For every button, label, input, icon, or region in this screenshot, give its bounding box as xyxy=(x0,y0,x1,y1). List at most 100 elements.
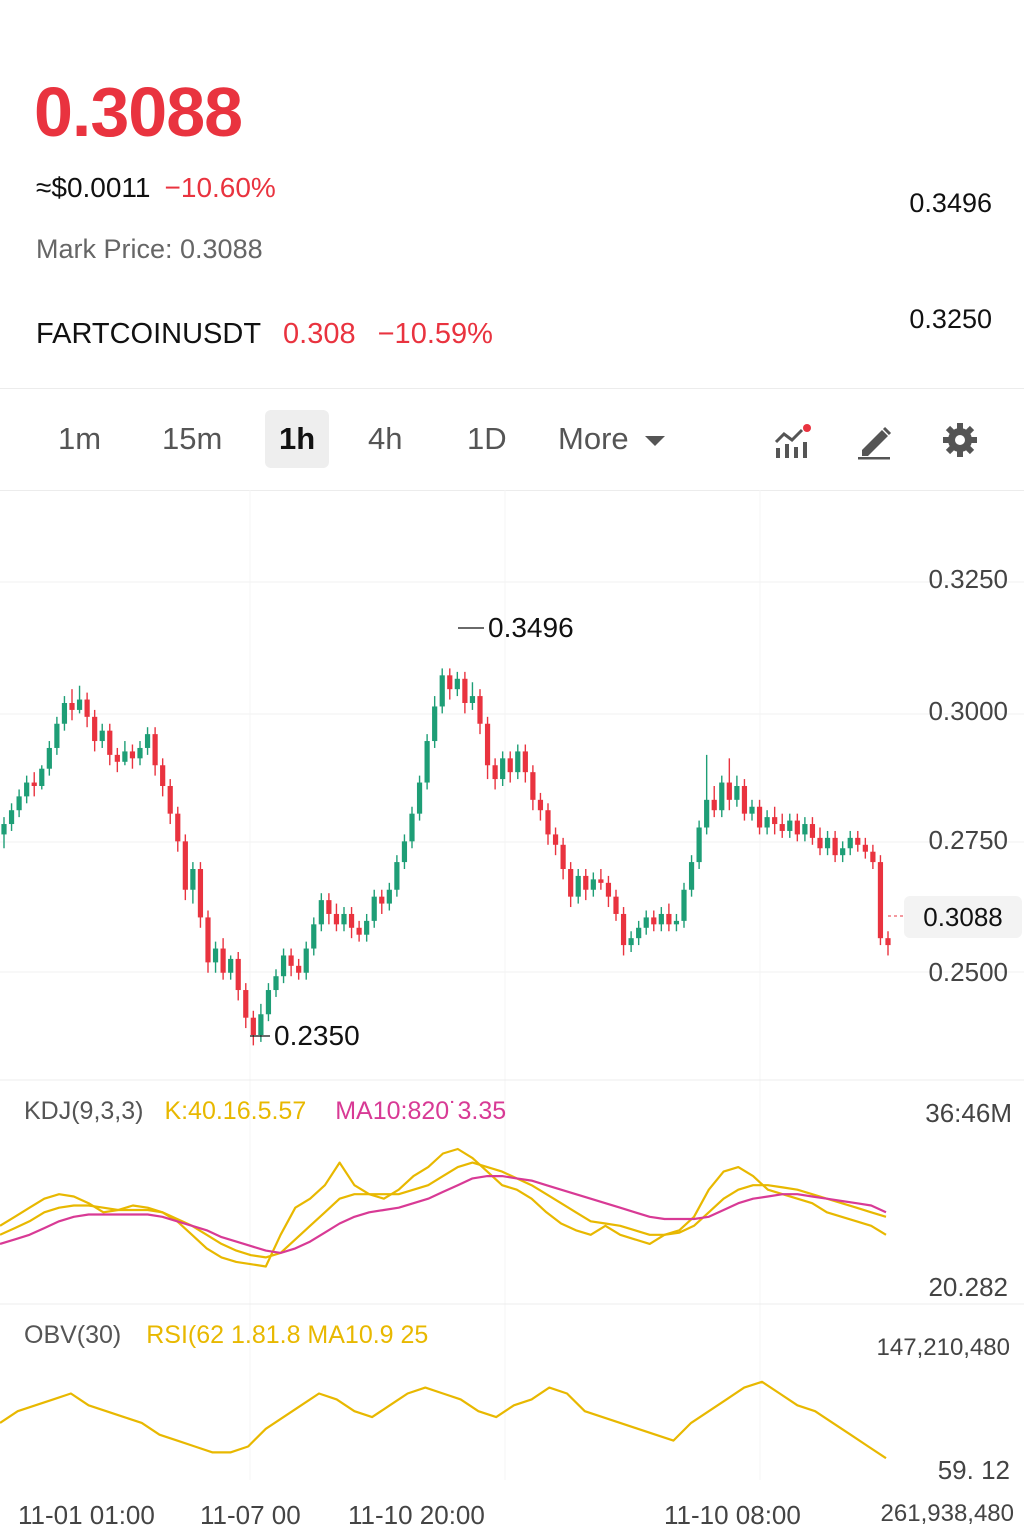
candle-body xyxy=(265,990,272,1015)
candle-body xyxy=(386,889,392,904)
candle-body xyxy=(61,703,68,724)
divider xyxy=(0,490,1024,491)
candle-body xyxy=(114,754,120,762)
kdj-ma-value: MA10:820˙3.35 xyxy=(335,1097,507,1125)
candle-body xyxy=(696,827,702,863)
candle-body xyxy=(250,1017,256,1035)
candlestick-chart[interactable] xyxy=(0,490,1024,1500)
candle-body xyxy=(137,747,143,759)
candle-body xyxy=(643,917,649,928)
tab-1d[interactable]: 1D xyxy=(467,421,507,456)
candle-body xyxy=(243,990,249,1018)
candle-body xyxy=(39,768,45,786)
candle-body xyxy=(779,824,785,831)
candle-body xyxy=(756,806,763,828)
tab-more[interactable]: More xyxy=(544,410,679,468)
candle-body xyxy=(311,924,317,949)
high-marker: 0.3496 xyxy=(488,612,574,643)
kdj-ma-line xyxy=(0,1174,887,1255)
candle-body xyxy=(711,799,717,811)
candle-body xyxy=(129,751,136,759)
candle-body xyxy=(734,786,740,800)
candle-body xyxy=(484,723,491,766)
candle-body xyxy=(235,958,241,991)
candle-body xyxy=(197,869,204,918)
candle-body xyxy=(855,837,861,845)
gear-icon[interactable] xyxy=(940,420,980,460)
candle-body xyxy=(658,913,664,925)
candle-body xyxy=(787,820,793,831)
candle-body xyxy=(824,837,831,849)
candle-body xyxy=(122,751,128,762)
obv-line xyxy=(0,1380,887,1460)
candle-body xyxy=(726,782,732,800)
candle-body xyxy=(1,824,7,835)
candle-body xyxy=(605,882,612,897)
candle-body xyxy=(704,799,710,828)
kdj-label: KDJ(9,3,3) xyxy=(24,1097,144,1125)
candle-body xyxy=(469,696,476,703)
candle-body xyxy=(628,938,634,946)
time-label: 11-01 01:00 xyxy=(18,1500,155,1530)
kdj-k-value: K:40.16.5.57 xyxy=(164,1097,307,1125)
candle-body xyxy=(477,696,483,724)
volume-total: 261,938,480 xyxy=(880,1500,1014,1527)
candle-body xyxy=(741,786,748,814)
candle-body xyxy=(152,734,158,766)
obv-legend: OBV(30) RSI(62 1.81.8 MA10.9 25 xyxy=(24,1321,428,1350)
candle-body xyxy=(552,834,559,845)
candle-body xyxy=(530,772,536,800)
candle-body xyxy=(107,730,113,755)
candle-body xyxy=(144,734,151,748)
timeframe-tabs: 1m 15m 1h 4h 1D More xyxy=(0,410,1024,470)
tab-1m[interactable]: 1m xyxy=(58,421,102,456)
candle-body xyxy=(832,837,838,856)
candle-body xyxy=(160,765,166,786)
symbol-price: 0.308 xyxy=(283,318,356,350)
candle-body xyxy=(809,824,816,838)
indicator-chart-icon[interactable] xyxy=(772,420,812,460)
obv-top-value: 147,210,480 xyxy=(876,1334,1010,1361)
candle-body xyxy=(847,837,853,849)
chevron-down-icon xyxy=(644,435,665,446)
candle-body xyxy=(8,810,15,825)
candle-body xyxy=(341,913,347,925)
time-label: 11-10 08:00 xyxy=(664,1500,801,1530)
candle-body xyxy=(447,675,453,690)
obv-bottom-value: 59. 12 xyxy=(937,1455,1010,1485)
time-label: 11-10 20:00 xyxy=(348,1500,485,1530)
candle-body xyxy=(439,675,445,707)
candle-body xyxy=(220,948,226,973)
candle-body xyxy=(326,900,332,914)
candle-body xyxy=(76,699,83,710)
candle-body xyxy=(802,824,808,835)
candle-body xyxy=(673,920,680,925)
symbol-row[interactable]: FARTCOINUSDT 0.308 −10.59% xyxy=(36,318,493,351)
candle-body xyxy=(424,741,430,783)
kdj-top-value: 36:46M xyxy=(925,1098,1012,1128)
candle-body xyxy=(54,723,60,748)
candle-body xyxy=(24,782,30,797)
candle-body xyxy=(46,747,52,769)
mark-price: Mark Price: 0.3088 xyxy=(36,234,263,264)
last-price: 0.3088 xyxy=(34,73,243,151)
tab-1h[interactable]: 1h xyxy=(265,410,330,468)
candle-body xyxy=(537,799,544,811)
candle-body xyxy=(515,751,521,773)
candle-body xyxy=(228,958,234,973)
tab-15m[interactable]: 15m xyxy=(162,421,223,456)
candle-body xyxy=(280,955,287,977)
candle-body xyxy=(862,844,868,852)
candle-body xyxy=(371,896,377,921)
candle-body xyxy=(666,913,672,925)
candle-body xyxy=(620,913,627,946)
low-marker: 0.2350 xyxy=(274,1020,360,1051)
y-label: 0.3000 xyxy=(928,696,1008,726)
kdj-d-line xyxy=(0,1161,887,1259)
candle-body xyxy=(84,699,90,717)
tab-4h[interactable]: 4h xyxy=(368,421,403,456)
pencil-icon[interactable] xyxy=(854,420,894,460)
candle-body xyxy=(175,813,181,842)
candle-body xyxy=(356,927,362,935)
candle-body xyxy=(16,796,22,811)
